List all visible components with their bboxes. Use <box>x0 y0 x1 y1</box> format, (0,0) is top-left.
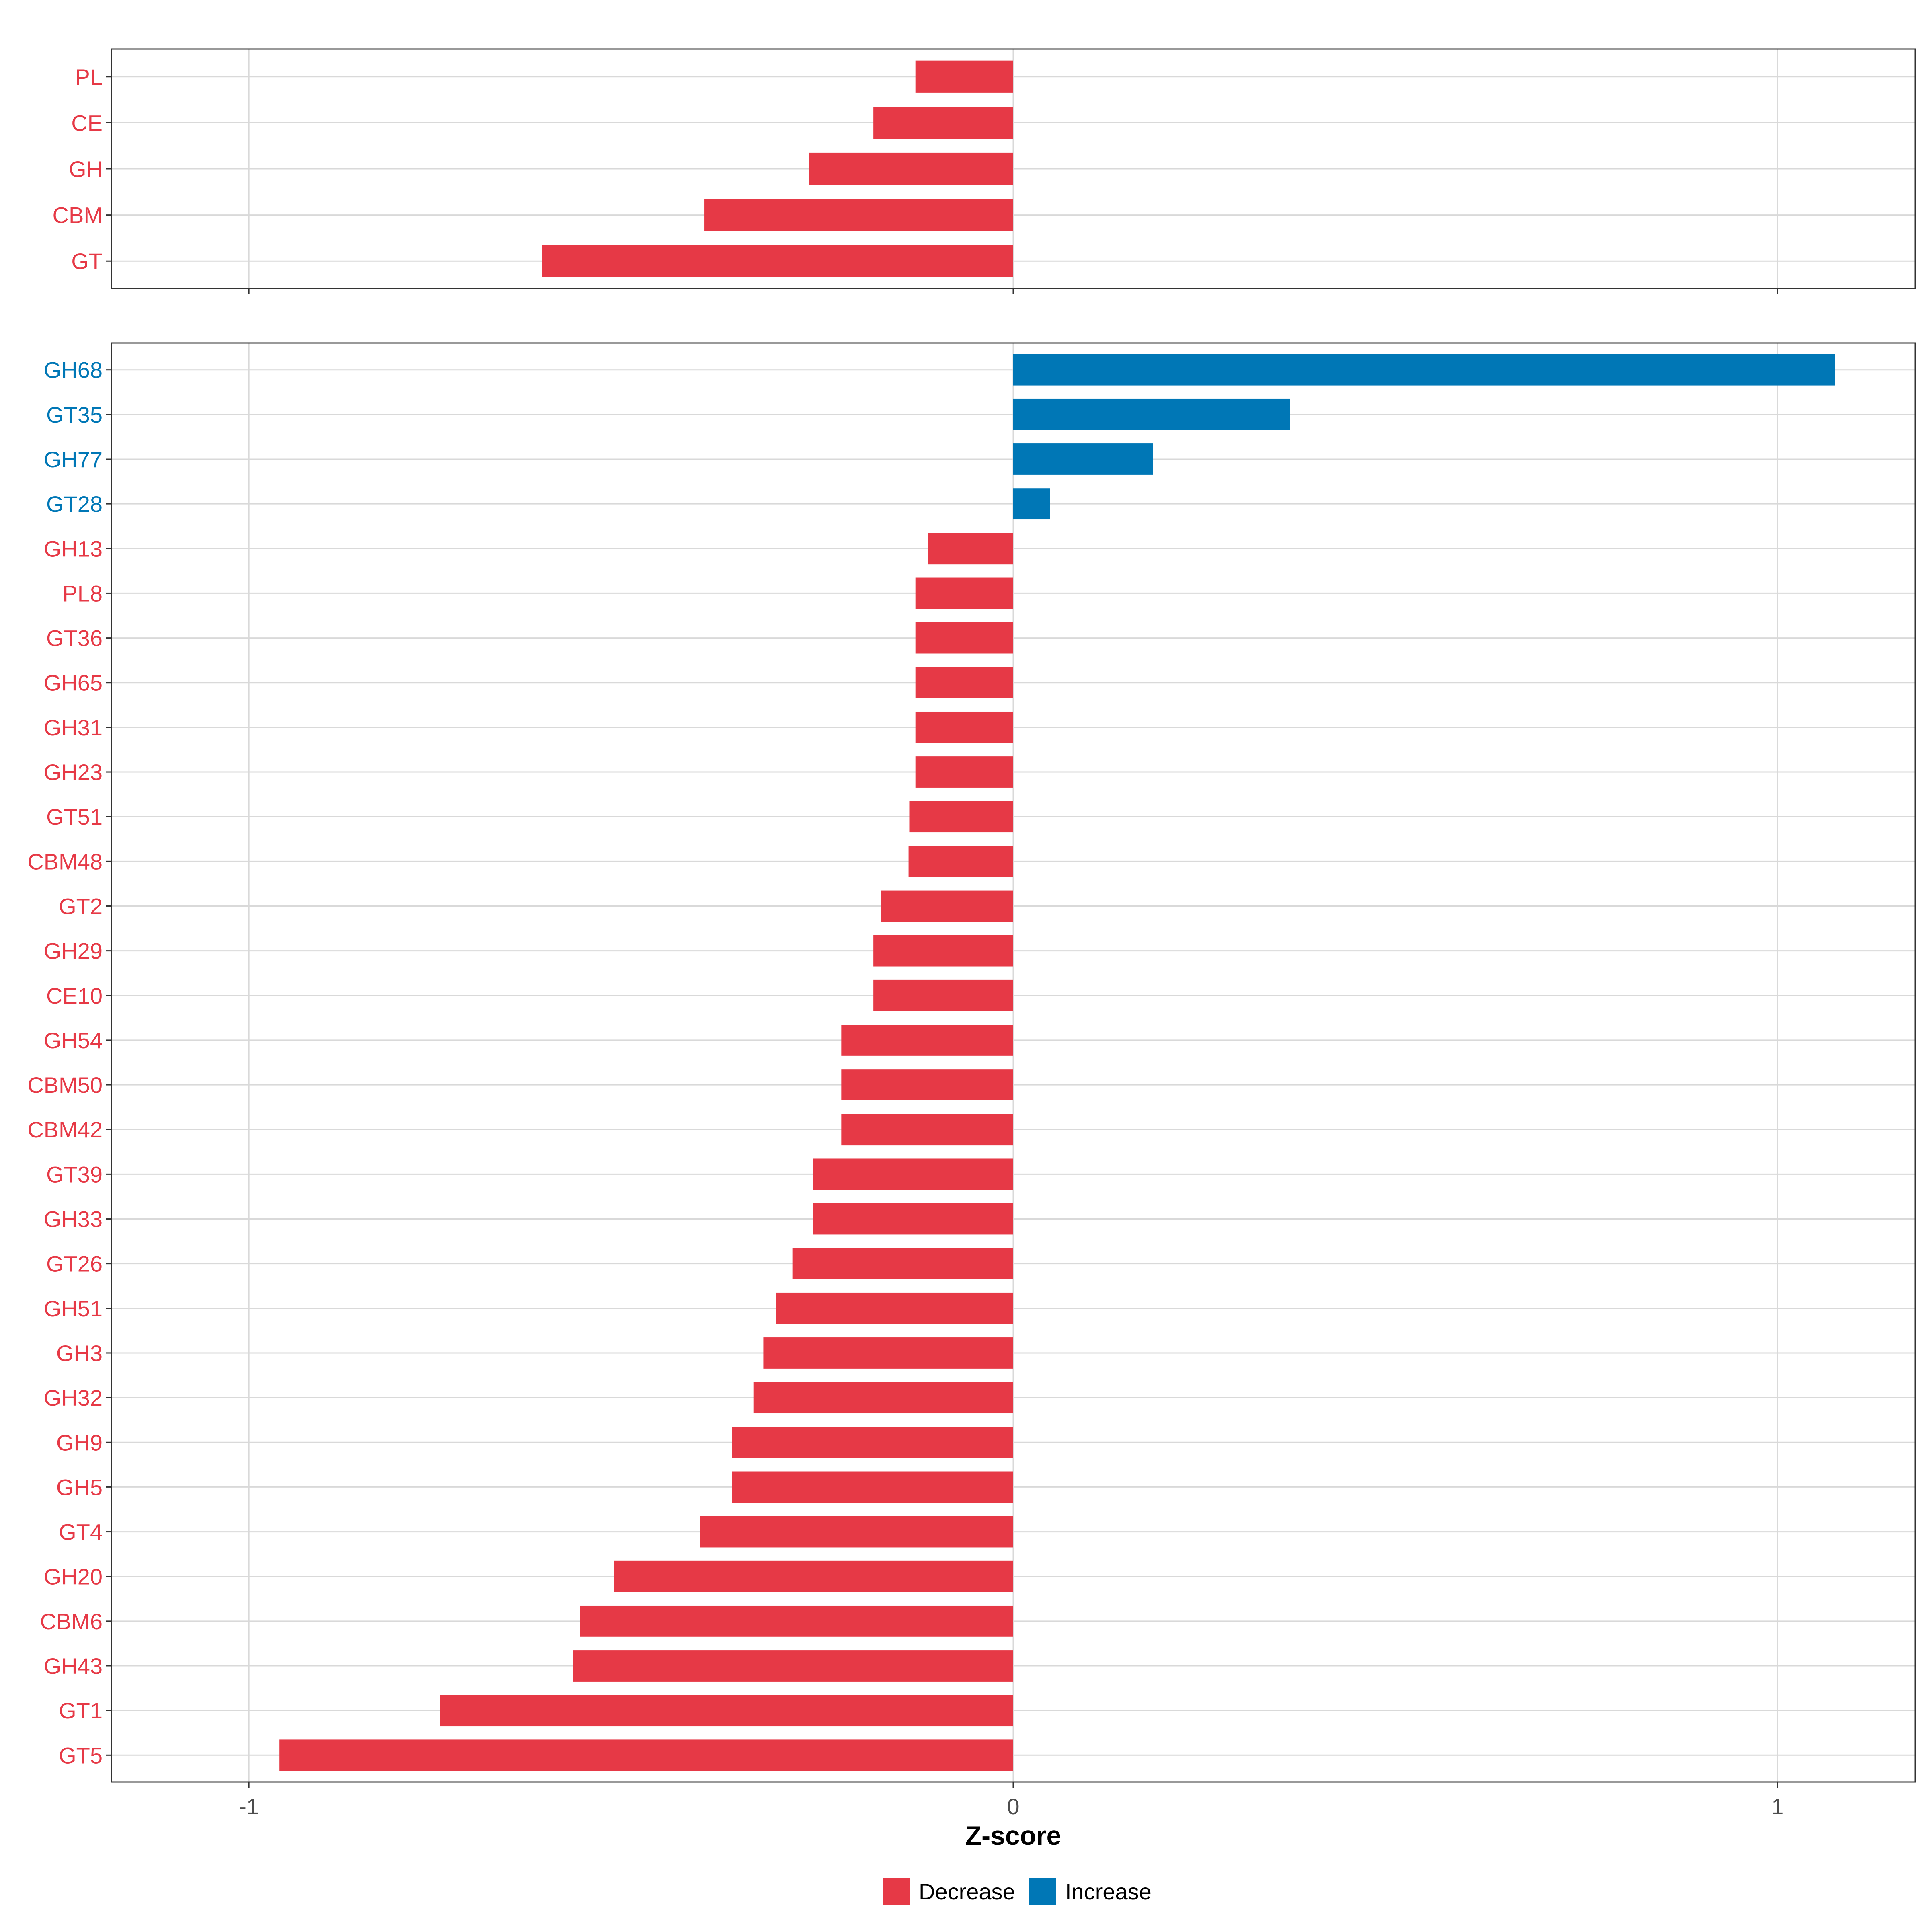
category-label: GH3 <box>56 1341 103 1366</box>
x-axis: -1 0 1 <box>239 1794 1784 1819</box>
bar-gh5 <box>732 1471 1013 1503</box>
bar-gh23 <box>915 756 1013 788</box>
category-label: GH20 <box>44 1564 103 1589</box>
category-label: GH13 <box>44 536 103 561</box>
category-label: GH <box>69 156 103 182</box>
x-tick-label: 1 <box>1771 1794 1784 1819</box>
category-label: GT26 <box>46 1251 103 1277</box>
legend-label-decrease: Decrease <box>919 1879 1015 1904</box>
bar-gt26 <box>792 1248 1013 1279</box>
category-label: CBM50 <box>27 1072 103 1098</box>
bar-gh31 <box>915 711 1013 743</box>
category-label: GH33 <box>44 1207 103 1232</box>
bar-gt51 <box>909 801 1013 833</box>
bar-cbm50 <box>841 1069 1013 1100</box>
bar-cbm6 <box>580 1605 1013 1637</box>
category-label: GT4 <box>59 1519 103 1545</box>
category-label: PL <box>75 64 103 90</box>
bar-cbm <box>704 199 1013 231</box>
category-label: GH31 <box>44 715 103 740</box>
category-label: CE <box>71 110 103 136</box>
bar-ce10 <box>873 979 1013 1011</box>
bar-gh32 <box>753 1382 1013 1414</box>
category-label: GT35 <box>46 402 103 427</box>
category-label: GH32 <box>44 1385 103 1411</box>
category-label: GH65 <box>44 670 103 696</box>
bar-gh54 <box>841 1025 1013 1056</box>
bar-gh3 <box>763 1337 1013 1369</box>
category-label: GT51 <box>46 804 103 829</box>
category-label: GT5 <box>59 1743 103 1768</box>
x-tick-label: -1 <box>239 1794 259 1819</box>
top-panel: PL CE GH CBM GT <box>53 48 1916 294</box>
category-label: GT1 <box>59 1698 103 1723</box>
bar-gh20 <box>614 1560 1013 1592</box>
bar-gh13 <box>928 533 1013 565</box>
bar-gh9 <box>732 1427 1013 1458</box>
category-label: PL8 <box>62 581 103 606</box>
category-label: CBM48 <box>27 849 103 874</box>
legend-key-decrease <box>883 1878 910 1905</box>
category-label: GH9 <box>56 1430 103 1455</box>
bar-gt36 <box>915 622 1013 654</box>
category-label: GH54 <box>44 1028 103 1053</box>
bar-pl <box>915 60 1013 93</box>
bar-gt1 <box>440 1695 1013 1727</box>
bar-gh43 <box>573 1650 1013 1682</box>
x-tick-label: 0 <box>1007 1794 1019 1819</box>
legend-label-increase: Increase <box>1065 1879 1152 1904</box>
bar-gh33 <box>813 1203 1013 1235</box>
bar-gh77 <box>1013 443 1153 475</box>
category-label: GH68 <box>44 357 103 383</box>
category-label: GT39 <box>46 1162 103 1187</box>
bar-gt5 <box>279 1739 1013 1771</box>
bar-gh68 <box>1013 354 1835 386</box>
category-label: CBM <box>53 203 103 228</box>
bar-gt <box>542 245 1013 277</box>
category-label: GH5 <box>56 1474 103 1500</box>
category-label: GH29 <box>44 938 103 964</box>
legend-key-increase <box>1029 1878 1056 1905</box>
bar-gh51 <box>776 1292 1013 1324</box>
category-label: GH51 <box>44 1296 103 1321</box>
bar-gh65 <box>915 667 1013 698</box>
bar-ce <box>873 107 1013 139</box>
category-label: CE10 <box>46 983 103 1008</box>
bar-gt2 <box>881 890 1013 922</box>
x-axis-title: Z-score <box>965 1821 1061 1850</box>
bar-gt35 <box>1013 398 1290 430</box>
bar-cbm48 <box>908 846 1013 877</box>
bar-gt4 <box>700 1516 1013 1548</box>
category-label: GH77 <box>44 447 103 472</box>
category-label: GT <box>71 248 103 274</box>
category-label: GT2 <box>59 893 103 919</box>
bar-pl8 <box>915 577 1013 609</box>
category-label: GH23 <box>44 760 103 785</box>
bar-gh <box>809 152 1013 185</box>
bar-gh29 <box>873 935 1013 967</box>
category-label: GT28 <box>46 491 103 517</box>
category-label: CBM42 <box>27 1117 103 1142</box>
legend: Decrease Increase <box>883 1878 1152 1905</box>
category-label: GH43 <box>44 1653 103 1679</box>
category-label: GT36 <box>46 626 103 651</box>
bar-gt39 <box>813 1158 1013 1190</box>
bottom-panel: GH68 GT35 GH77 GT28 GH13 PL8 GT36 GH65 GH31 GH23 G… <box>27 342 1916 1788</box>
bar-cbm42 <box>841 1114 1013 1146</box>
category-label: CBM6 <box>40 1609 103 1634</box>
bar-gt28 <box>1013 488 1050 520</box>
